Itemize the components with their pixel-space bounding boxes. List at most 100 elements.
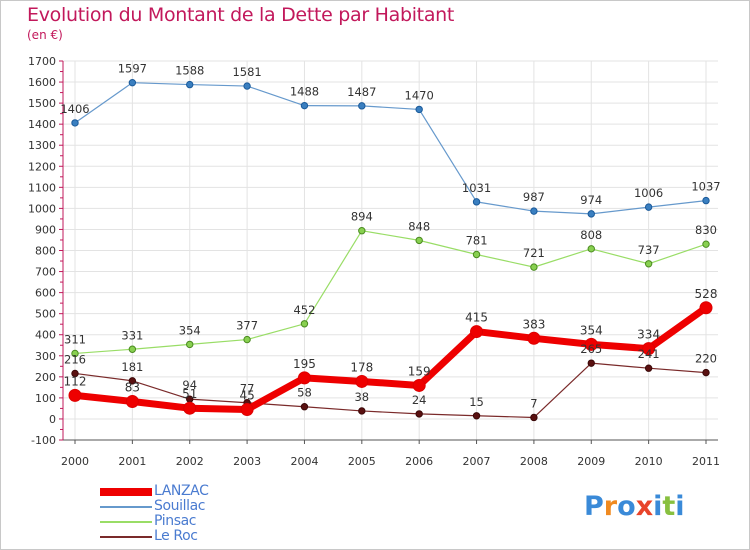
series-line <box>71 304 710 413</box>
data-label: 241 <box>638 347 660 361</box>
series-le-roc <box>71 359 710 422</box>
legend-swatch <box>100 521 152 523</box>
data-point <box>644 364 653 372</box>
data-label: 77 <box>240 382 255 396</box>
series-line <box>74 82 707 215</box>
data-label: 112 <box>64 374 87 388</box>
y-tick-label: 200 <box>35 371 56 384</box>
y-tick-label: 600 <box>35 287 56 300</box>
data-point <box>71 119 79 127</box>
data-point <box>128 377 137 385</box>
y-tick-label: 1300 <box>28 139 56 152</box>
legend-item-lanzac: LANZAC <box>100 484 280 499</box>
data-point <box>470 325 484 339</box>
data-point <box>702 196 710 205</box>
data-point <box>355 374 369 388</box>
y-tick-label: -100 <box>31 434 56 447</box>
chart-subtitle: (en €) <box>27 28 63 42</box>
legend-swatch <box>100 488 152 496</box>
data-label: 311 <box>64 332 86 346</box>
x-tick-label: 2008 <box>520 455 548 468</box>
data-label: 383 <box>522 317 545 331</box>
y-tick-label: 300 <box>35 350 56 363</box>
data-label: 1487 <box>347 85 376 99</box>
data-point <box>412 378 426 392</box>
legend-item-souillac: Souillac <box>100 499 280 514</box>
data-point <box>358 102 366 110</box>
data-label: 354 <box>580 323 603 337</box>
data-label: 721 <box>523 246 545 260</box>
data-label: 452 <box>293 303 315 317</box>
data-point <box>415 410 423 418</box>
chart-title: Evolution du Montant de la Dette par Hab… <box>27 4 455 26</box>
y-tick-label: 1500 <box>28 97 56 110</box>
data-point <box>71 349 79 358</box>
y-tick-label: 700 <box>35 266 56 279</box>
y-tick-label: 800 <box>35 245 56 258</box>
y-tick-label: 1600 <box>28 76 56 89</box>
data-point <box>530 413 538 422</box>
y-tick-label: 500 <box>35 308 56 321</box>
data-label: 181 <box>121 360 143 374</box>
data-point <box>587 359 595 367</box>
data-point <box>415 236 423 245</box>
data-label: 94 <box>182 378 197 392</box>
data-point <box>125 394 139 408</box>
y-tick-label: 400 <box>35 329 56 342</box>
series-line <box>74 362 707 419</box>
data-point <box>300 101 309 110</box>
data-point <box>68 388 82 402</box>
legend: LANZAC Souillac Pinsac Le Roc <box>100 484 280 544</box>
data-point <box>240 402 254 416</box>
data-point <box>644 260 653 268</box>
data-label: 216 <box>64 352 86 366</box>
data-label: 987 <box>523 190 545 204</box>
x-tick-label: 2004 <box>290 455 318 468</box>
data-label: 38 <box>354 390 369 404</box>
data-point <box>128 78 137 87</box>
data-label: 1470 <box>405 88 434 102</box>
data-label: 265 <box>580 342 602 356</box>
data-point <box>358 407 366 415</box>
data-point <box>297 371 311 385</box>
data-point <box>472 250 481 259</box>
legend-label: Souillac <box>154 498 206 514</box>
data-label: 24 <box>412 393 427 407</box>
data-label: 1488 <box>290 85 319 99</box>
data-point <box>300 403 309 411</box>
data-label: 331 <box>121 328 143 342</box>
data-point <box>472 198 481 206</box>
data-point <box>642 342 656 356</box>
y-tick-label: 1700 <box>28 55 56 68</box>
x-tick-label: 2009 <box>577 455 605 468</box>
data-label: 354 <box>179 323 201 337</box>
data-point <box>530 263 538 271</box>
data-label: 159 <box>408 364 431 378</box>
series-pinsac <box>71 227 710 358</box>
data-label: 1406 <box>60 102 89 116</box>
legend-swatch <box>100 536 152 538</box>
data-point <box>530 207 538 215</box>
grid <box>62 60 718 441</box>
series-line <box>74 230 707 355</box>
x-tick-label: 2010 <box>635 455 663 468</box>
data-point <box>587 245 595 253</box>
data-point <box>71 369 79 378</box>
data-point <box>358 227 366 235</box>
data-label: 781 <box>466 234 488 248</box>
x-tick-label: 2000 <box>61 455 89 468</box>
data-point <box>702 240 710 248</box>
data-label: 1031 <box>462 181 491 195</box>
data-label: 1597 <box>118 62 147 76</box>
data-point <box>243 82 251 90</box>
legend-item-pinsac: Pinsac <box>100 514 280 529</box>
data-label: 45 <box>239 388 254 402</box>
legend-label: LANZAC <box>154 483 209 499</box>
y-tick-label: 100 <box>35 392 56 405</box>
data-point <box>587 210 595 218</box>
data-label: 7 <box>530 396 537 410</box>
y-tick-label: 1000 <box>28 202 56 215</box>
x-tick-label: 2011 <box>692 455 720 468</box>
data-point <box>527 331 541 345</box>
